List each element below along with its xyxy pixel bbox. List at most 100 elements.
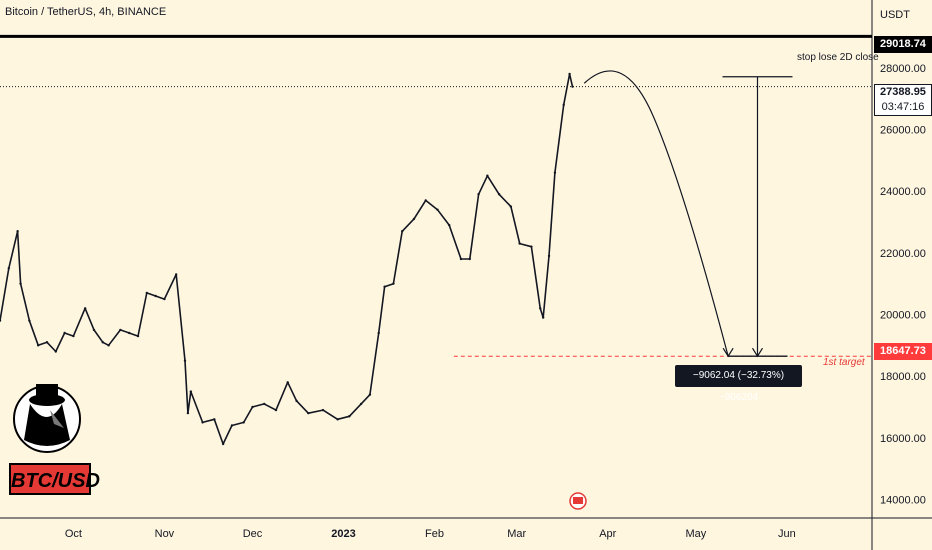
price-point (509, 205, 513, 208)
price-series-line (0, 73, 574, 445)
price-point (263, 402, 266, 406)
price-point (101, 341, 104, 344)
x-tick-label: May (685, 528, 706, 540)
price-point (348, 415, 351, 418)
y-tick-label: 26000.00 (880, 125, 926, 137)
price-point (0, 319, 2, 322)
price-point (189, 390, 193, 393)
logo-text: BTC/USD (9, 463, 100, 495)
price-point (541, 316, 545, 319)
price-point (377, 331, 380, 335)
price-point (54, 350, 57, 353)
price-point (119, 328, 122, 332)
avatar-hat-top (36, 384, 58, 400)
avatar-body (24, 404, 70, 446)
price-point (7, 267, 11, 270)
price-point (213, 418, 216, 421)
price-point (136, 334, 140, 338)
x-tick-label: Feb (425, 528, 444, 540)
price-point (92, 328, 96, 332)
price-point (539, 307, 542, 310)
x-tick-label: Mar (507, 528, 526, 540)
x-tick-label: Dec (243, 528, 263, 540)
price-point (571, 85, 574, 88)
price-point (477, 193, 480, 196)
price-point (459, 257, 463, 261)
price-point (486, 174, 489, 177)
price-point (45, 341, 49, 344)
price-point (63, 331, 66, 335)
price-point (562, 103, 565, 107)
y-tick-label: 22000.00 (880, 248, 926, 260)
x-tick-label: 2023 (331, 528, 355, 540)
price-point (274, 408, 278, 412)
x-tick-label: Apr (599, 528, 616, 540)
price-point (230, 424, 234, 427)
price-point (221, 442, 225, 446)
price-point (127, 331, 131, 335)
price-point (497, 193, 501, 196)
price-point (436, 208, 439, 211)
target-level-label: 1st target (823, 357, 865, 368)
price-point (145, 291, 149, 295)
price-point (295, 399, 298, 403)
target-price-badge: 18647.73 (874, 343, 932, 360)
y-tick-label: 16000.00 (880, 433, 926, 445)
price-point (72, 334, 75, 338)
price-point (251, 405, 254, 409)
x-tick-label: Oct (65, 528, 82, 540)
y-tick-label: 24000.00 (880, 186, 926, 198)
currency-label: USDT (880, 9, 910, 21)
price-point (468, 257, 471, 261)
avatar-beak (50, 410, 64, 428)
chart-title: Bitcoin / TetherUS, 4h, BINANCE (5, 6, 167, 18)
projection-arc (583, 70, 729, 357)
price-point (518, 242, 521, 245)
measure-label: −9062.04 (−32.73%) −906204 (675, 365, 802, 403)
x-tick-label: Jun (778, 528, 796, 540)
price-point (16, 230, 19, 233)
price-point (448, 223, 451, 227)
last-price-badge: 27388.95 03:47:16 (874, 84, 932, 116)
event-flag-fill (573, 497, 583, 504)
y-tick-label: 28000.00 (880, 63, 926, 75)
y-tick-label: 14000.00 (880, 495, 926, 507)
last-price-value: 27388.95 (880, 86, 926, 98)
y-tick-label: 18000.00 (880, 371, 926, 383)
price-point (368, 393, 372, 396)
stop-level-label: stop lose 2D close (797, 52, 879, 63)
price-point (568, 72, 571, 76)
price-point (336, 418, 339, 421)
price-point (83, 307, 87, 310)
price-point (186, 411, 190, 415)
price-point (286, 381, 289, 384)
price-point (424, 199, 427, 202)
price-point (19, 282, 22, 285)
price-point (201, 421, 204, 424)
price-point (183, 359, 187, 362)
price-point (412, 217, 416, 221)
measure-arrow-head (751, 347, 764, 358)
countdown-value: 03:47:16 (881, 101, 925, 113)
price-point (28, 319, 31, 322)
price-point (553, 171, 557, 174)
price-point (174, 273, 178, 276)
stop-price-badge: 29018.74 (874, 36, 932, 53)
price-point (392, 282, 395, 285)
price-point (359, 402, 363, 406)
price-point (163, 297, 166, 301)
price-point (383, 285, 386, 288)
y-tick-label: 20000.00 (880, 310, 926, 322)
x-tick-label: Nov (155, 528, 175, 540)
price-point (107, 344, 110, 347)
price-point (307, 411, 310, 415)
price-point (547, 254, 551, 258)
price-point (36, 344, 40, 347)
price-point (154, 294, 157, 298)
price-point (242, 421, 245, 424)
price-point (321, 408, 325, 412)
price-point (530, 245, 533, 248)
price-point (401, 230, 404, 233)
